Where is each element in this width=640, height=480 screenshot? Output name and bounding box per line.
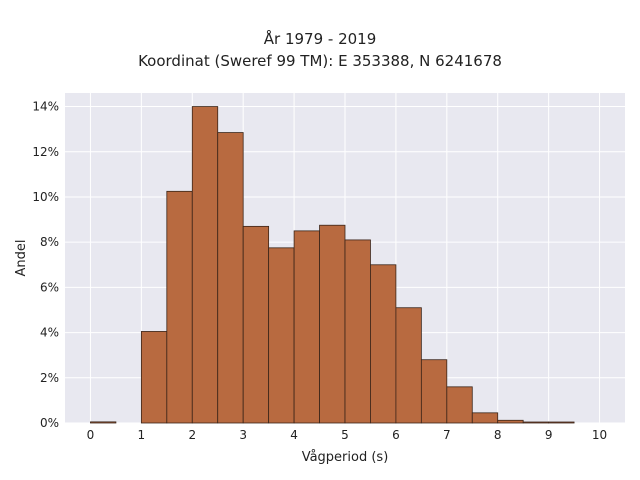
histogram-bar bbox=[166, 190, 193, 424]
x-tick-label: 2 bbox=[188, 428, 196, 442]
histogram-bar bbox=[242, 225, 270, 424]
x-tick-label: 7 bbox=[443, 428, 451, 442]
y-tick-label: 6% bbox=[40, 280, 59, 294]
x-tick-label: 1 bbox=[138, 428, 146, 442]
y-tick-label: 8% bbox=[40, 235, 59, 249]
x-tick-label: 9 bbox=[545, 428, 553, 442]
x-axis-label: Vågperiod (s) bbox=[302, 450, 389, 465]
chart-subtitle: Koordinat (Sweref 99 TM): E 353388, N 62… bbox=[138, 52, 502, 70]
histogram-bar bbox=[446, 386, 473, 424]
bars-group bbox=[90, 106, 575, 424]
histogram-bar bbox=[344, 239, 371, 424]
histogram-bar bbox=[497, 419, 524, 424]
x-tick-label: 6 bbox=[392, 428, 400, 442]
histogram-bar bbox=[395, 307, 422, 424]
x-tick-label: 0 bbox=[87, 428, 95, 442]
histogram-bar bbox=[268, 247, 295, 424]
y-axis-ticks: 0% 2% 4% 6% 8% 10% 12% 14% bbox=[32, 100, 59, 430]
chart-title: År 1979 - 2019 bbox=[263, 30, 377, 48]
histogram-bar bbox=[420, 359, 448, 424]
histogram-bar bbox=[293, 230, 320, 424]
x-axis-ticks: 0 1 2 3 4 5 6 7 8 9 10 bbox=[87, 428, 608, 442]
histogram-bar bbox=[140, 331, 168, 424]
y-tick-label: 10% bbox=[32, 190, 59, 204]
histogram-bar bbox=[370, 264, 397, 424]
y-tick-label: 2% bbox=[40, 371, 59, 385]
x-tick-label: 5 bbox=[341, 428, 349, 442]
x-tick-label: 8 bbox=[494, 428, 502, 442]
y-tick-label: 14% bbox=[32, 100, 59, 114]
x-tick-label: 3 bbox=[239, 428, 247, 442]
histogram-bar bbox=[548, 421, 575, 424]
histogram-bar bbox=[90, 421, 117, 424]
histogram-bar bbox=[471, 412, 499, 424]
histogram-bar bbox=[522, 421, 550, 424]
y-tick-label: 12% bbox=[32, 145, 59, 159]
histogram-bar bbox=[319, 224, 346, 424]
histogram-bar bbox=[217, 132, 244, 424]
chart-title-block: År 1979 - 2019 Koordinat (Sweref 99 TM):… bbox=[0, 28, 640, 72]
x-tick-label: 10 bbox=[592, 428, 607, 442]
y-tick-label: 4% bbox=[40, 326, 59, 340]
histogram-bar bbox=[191, 106, 219, 424]
x-tick-label: 4 bbox=[290, 428, 298, 442]
y-axis-label: Andel bbox=[14, 240, 29, 277]
y-tick-label: 0% bbox=[40, 416, 59, 430]
